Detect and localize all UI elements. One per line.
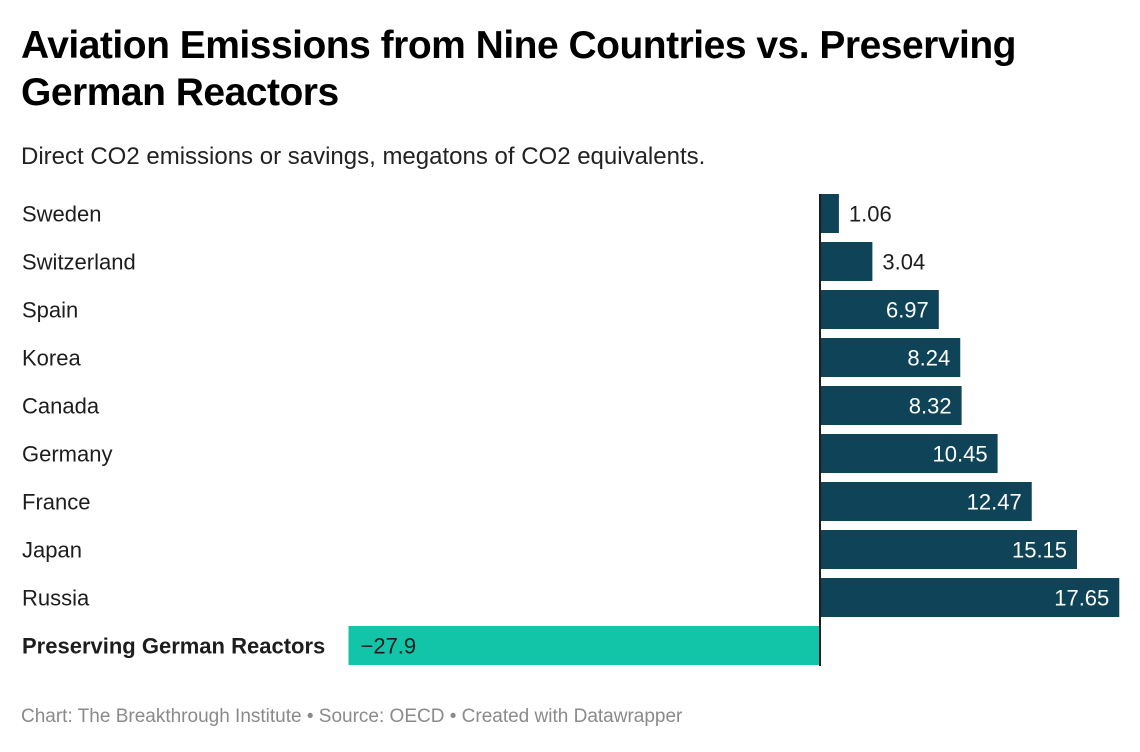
category-label: Sweden xyxy=(22,202,102,227)
bar xyxy=(821,242,873,281)
value-label: 8.24 xyxy=(907,346,950,371)
bar xyxy=(821,338,961,377)
value-label: 6.97 xyxy=(886,298,929,323)
category-label: Russia xyxy=(22,586,90,611)
value-label: 1.06 xyxy=(849,202,892,227)
bar xyxy=(348,626,820,665)
category-label: Spain xyxy=(22,298,78,323)
value-label: −27.9 xyxy=(360,634,416,659)
category-label: Preserving German Reactors xyxy=(22,634,325,659)
bar xyxy=(821,386,962,425)
value-label: 8.32 xyxy=(909,394,952,419)
chart-subtitle: Direct CO2 emissions or savings, megaton… xyxy=(21,143,706,170)
chart-footer: Chart: The Breakthrough Institute • Sour… xyxy=(21,706,683,727)
value-label: 12.47 xyxy=(967,490,1022,515)
category-label: France xyxy=(22,490,90,515)
value-label: 3.04 xyxy=(882,250,925,275)
chart-title: Aviation Emissions from Nine Countries v… xyxy=(21,24,1017,114)
value-label: 10.45 xyxy=(933,442,988,467)
bar xyxy=(821,578,1120,617)
bar xyxy=(821,434,998,473)
category-label: Japan xyxy=(22,538,82,563)
value-label: 15.15 xyxy=(1012,538,1067,563)
category-label: Germany xyxy=(22,442,112,467)
bar-chart: Sweden 1.06 Switzerland 3.04 Spain 6.97 Korea 8… xyxy=(22,194,1120,666)
bar xyxy=(821,290,939,329)
bar xyxy=(821,482,1032,521)
category-label: Switzerland xyxy=(22,250,136,275)
category-label: Korea xyxy=(22,346,81,371)
category-label: Canada xyxy=(22,394,100,419)
bar xyxy=(821,530,1078,569)
bar xyxy=(821,194,839,233)
value-label: 17.65 xyxy=(1054,586,1109,611)
